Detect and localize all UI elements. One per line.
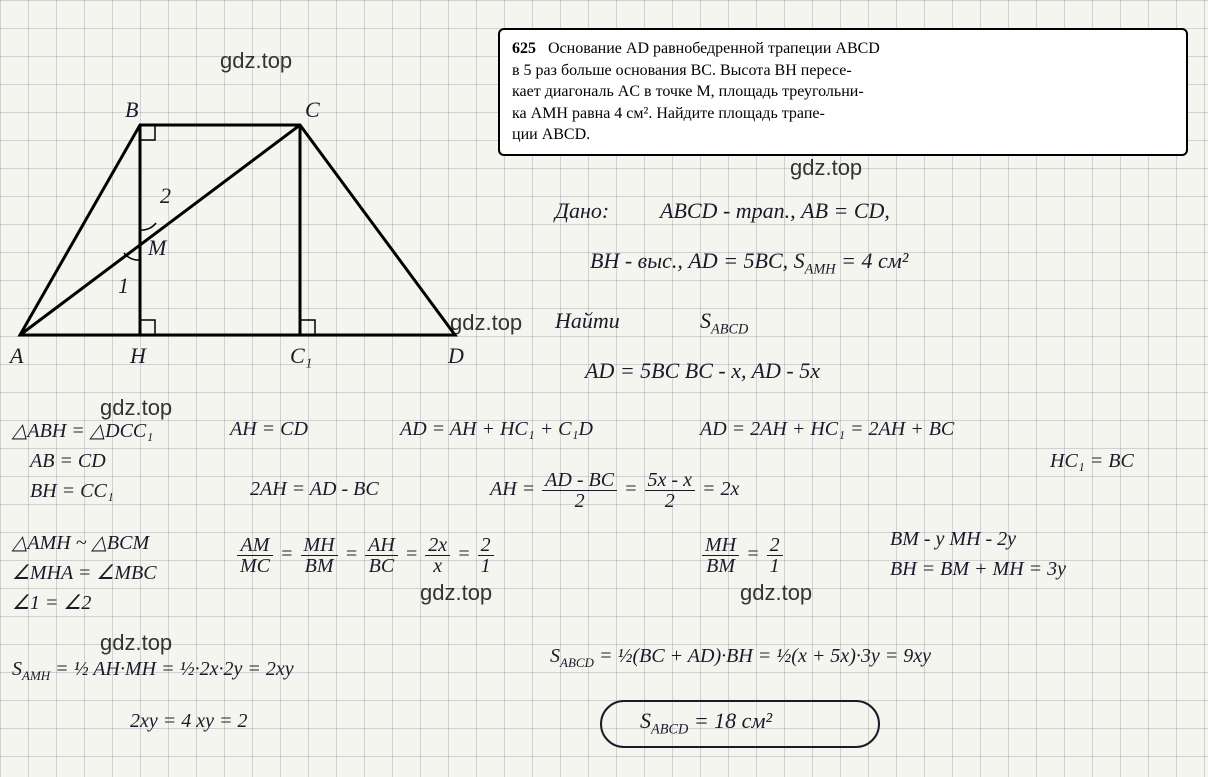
solution-line: ∠MHA = ∠MBC [12, 560, 157, 585]
given-line: BH - выс., AD = 5BC, SAMH = 4 см² [590, 248, 908, 278]
vertex-label: D [448, 343, 464, 369]
frac-den: MC [237, 556, 273, 576]
vertex-label: M [148, 235, 166, 261]
eq-text: = [405, 543, 424, 565]
eq-text: = 18 см² [688, 708, 772, 733]
frac-num: AH [365, 535, 398, 556]
watermark: gdz.top [790, 155, 862, 181]
given-sub: AMH [805, 261, 836, 277]
given-line: ABCD - трап., AB = CD, [660, 198, 890, 224]
frac-num: 5x - x [645, 470, 695, 491]
eq-text: = [457, 543, 476, 565]
vertex-label: B [125, 97, 138, 123]
eq-sub: AMH [22, 668, 50, 683]
trapezoid-figure: A B C D H C₁ M 2 1 [10, 105, 480, 365]
eq-text: AH = [490, 478, 540, 500]
angle-label: 2 [160, 183, 171, 209]
frac-num: AM [237, 535, 273, 556]
frac-den: 1 [767, 556, 783, 576]
frac-den: x [425, 556, 450, 576]
problem-text: Основание AD равнобедренной трапеции ABC… [548, 40, 880, 57]
eq-text: = [746, 543, 765, 565]
watermark: gdz.top [100, 630, 172, 656]
angle-label: 1 [118, 273, 129, 299]
solution-line: BH = BM + MH = 3y [890, 558, 1066, 581]
find-title: Найти [555, 308, 620, 334]
problem-number: 625 [512, 40, 536, 57]
problem-text: ции ABCD. [512, 126, 590, 143]
frac-den: 2 [542, 491, 617, 511]
frac-num: 2 [767, 535, 783, 556]
find-text: S [700, 308, 711, 333]
solution-line: 2AH = AD - BC [250, 478, 379, 501]
watermark: gdz.top [220, 48, 292, 74]
solution-line: BH = CC₁ [30, 480, 114, 503]
frac-num: MH [702, 535, 739, 556]
frac-den: 2 [645, 491, 695, 511]
solution-line: △AMH ~ △BCM [12, 530, 149, 555]
ratio-right: MHBM = 21 [700, 535, 785, 576]
solution-line: BM - y MH - 2y [890, 528, 1016, 551]
frac-den: BM [702, 556, 739, 576]
eq-text: = [280, 543, 299, 565]
area-line: 2xy = 4 xy = 2 [130, 710, 248, 733]
area-line: SABCD = ½(BC + AD)·BH = ½(x + 5x)·3y = 9… [550, 645, 931, 671]
frac-num: AD - BC [542, 470, 617, 491]
solution-line: △ABH = △DCC₁ [12, 418, 153, 443]
frac-den: BM [301, 556, 338, 576]
solution-line: ∠1 = ∠2 [12, 590, 91, 615]
given-text: BH - выс., AD = 5BC, S [590, 248, 805, 273]
eq-text: S [550, 645, 560, 667]
solution-line: AD = 5BC BC - x, AD - 5x [585, 358, 820, 384]
eq-text: S [640, 708, 651, 733]
vertex-label: C [305, 97, 320, 123]
solution-line: AD = AH + HC₁ + C₁D [400, 418, 593, 441]
ratio-line: AMMC = MHBM = AHBC = 2xx = 21 [235, 535, 496, 576]
vertex-label: H [130, 343, 146, 369]
solution-line: HC₁ = BC [1050, 450, 1134, 473]
find-value: SABCD [700, 308, 748, 338]
solution-line: AH = CD [230, 418, 308, 441]
eq-sub: ABCD [560, 655, 594, 670]
answer-text: SABCD = 18 см² [640, 708, 772, 738]
problem-text: кает диагональ AC в точке M, площадь тре… [512, 83, 864, 100]
solution-line: AB = CD [30, 450, 106, 473]
solution-line: AD = 2AH + HC₁ = 2AH + BC [700, 418, 954, 441]
figure-svg [10, 105, 480, 365]
solution-line: AH = AD - BC2 = 5x - x2 = 2x [490, 470, 739, 511]
frac-den: 1 [478, 556, 494, 576]
watermark: gdz.top [420, 580, 492, 606]
problem-text: ка AMH равна 4 см². Найдите площадь трап… [512, 105, 825, 122]
eq-text: = [345, 543, 364, 565]
vertex-label: A [10, 343, 23, 369]
vertex-label: C₁ [290, 343, 312, 369]
area-line: SAMH = ½ AH·MH = ½·2x·2y = 2xy [12, 658, 294, 684]
problem-text: в 5 раз больше основания BC. Высота BH п… [512, 62, 852, 79]
given-text: = 4 см² [836, 248, 909, 273]
find-sub: ABCD [711, 321, 748, 337]
frac-num: MH [301, 535, 338, 556]
given-title: Дано: [555, 198, 609, 224]
eq-text: = ½ AH·MH = ½·2x·2y = 2xy [50, 658, 293, 680]
watermark: gdz.top [740, 580, 812, 606]
eq-text: S [12, 658, 22, 680]
frac-num: 2 [478, 535, 494, 556]
eq-text: = 2x [702, 478, 739, 500]
frac-num: 2x [425, 535, 450, 556]
problem-box: 625 Основание AD равнобедренной трапеции… [498, 28, 1188, 156]
eq-text: = [624, 478, 643, 500]
frac-den: BC [365, 556, 398, 576]
eq-sub: ABCD [651, 721, 688, 737]
eq-text: = ½(BC + AD)·BH = ½(x + 5x)·3y = 9xy [594, 645, 931, 667]
